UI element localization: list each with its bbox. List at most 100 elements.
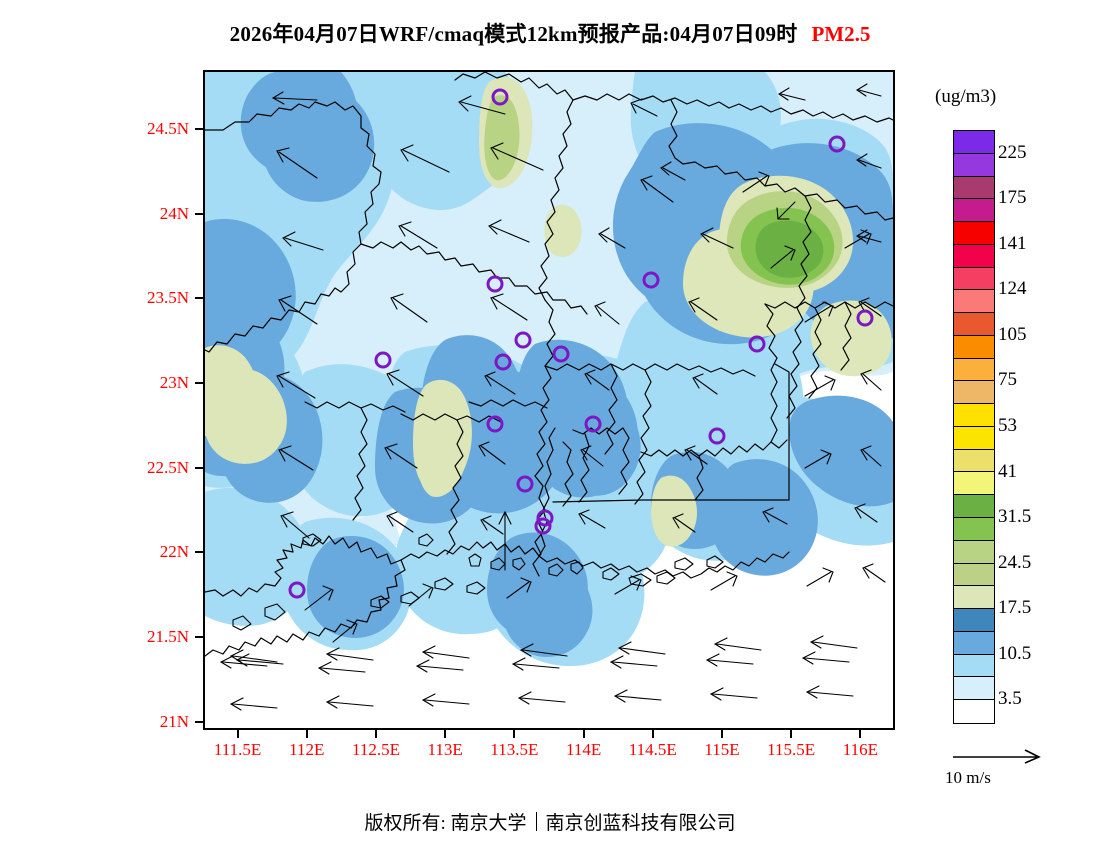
x-axis-tick-label: 112.5E: [351, 740, 401, 759]
station-marker: [288, 581, 306, 599]
station-marker: [374, 351, 392, 369]
y-axis-tick-mark: [195, 382, 203, 385]
footer-right-text: 南京创蓝科技有限公司: [545, 813, 736, 834]
station-marker: [708, 427, 726, 445]
colorbar-cell: [954, 153, 994, 177]
colorbar-cell: [954, 449, 994, 473]
contour-band-31.5: [484, 95, 843, 288]
colorbar-cell: [954, 335, 994, 359]
x-axis-tick-label: 116E: [842, 740, 879, 759]
x-axis-tick-mark: [721, 730, 723, 738]
y-axis-tick-label: 24.5N: [146, 119, 189, 139]
y-axis-tick-label: 24N: [159, 203, 189, 223]
x-axis-tick-mark: [651, 730, 654, 738]
colorbar-tick-label: 124: [998, 278, 1027, 300]
station-marker: [534, 517, 552, 535]
station-marker: [516, 475, 534, 493]
colorbar-tick-label: 75: [998, 369, 1017, 391]
x-axis-tick-mark: [859, 730, 862, 738]
y-axis-tick-mark: [195, 212, 203, 215]
x-axis-tick-label: 112E: [289, 740, 325, 759]
y-axis-tick-label: 22.5N: [146, 457, 189, 477]
y-axis-tick-mark: [195, 635, 203, 638]
colorbar-cell: [954, 677, 994, 701]
x-axis-tick-label: 114E: [565, 740, 602, 759]
station-marker: [514, 331, 532, 349]
colorbar-tick-label: 31.5: [998, 506, 1032, 528]
colorbar-tick-label: 41: [998, 460, 1017, 482]
y-axis-tick-mark: [195, 297, 203, 300]
colorbar-cell: [954, 654, 994, 678]
colorbar-cell: [954, 381, 994, 405]
pm25-concentration-map: [205, 72, 893, 728]
colorbar-cell: [954, 199, 994, 223]
colorbar-cell: [954, 609, 994, 632]
x-axis-tick-label: 113.5E: [490, 740, 539, 759]
station-marker: [828, 135, 846, 153]
y-axis-tick-mark: [195, 720, 203, 723]
station-marker: [584, 415, 602, 433]
colorbar-cell: [954, 563, 994, 587]
station-marker: [856, 309, 874, 327]
y-axis-tick-mark: [195, 551, 203, 554]
x-axis-tick-mark: [582, 730, 585, 738]
copyright-footer: 版权所有: 南京大学 南京创蓝科技有限公司: [0, 808, 1100, 835]
colorbar-cell: [954, 540, 994, 564]
y-axis-tick-label: 21.5N: [146, 626, 189, 646]
station-marker: [748, 335, 766, 353]
station-marker: [642, 271, 660, 289]
colorbar-cell: [954, 472, 994, 496]
station-marker: [552, 345, 570, 363]
colorbar-cell: [954, 495, 994, 519]
x-axis-tick-label: 115.5E: [767, 740, 816, 759]
x-axis-tick-mark: [790, 730, 793, 738]
colorbar-cell: [954, 426, 994, 450]
x-axis-tick-mark: [513, 730, 516, 738]
colorbar-tick-label: 225: [998, 141, 1027, 163]
colorbar-cell: [954, 404, 994, 427]
x-axis-tick-label: 111.5E: [213, 740, 262, 759]
colorbar-tick-label: 141: [998, 232, 1027, 254]
map-plot-frame: [203, 70, 895, 730]
colorbar-tick-label: 10.5: [998, 642, 1032, 664]
colorbar-tick-label: 53: [998, 415, 1017, 436]
colorbar-cell: [954, 267, 994, 291]
province-boundaries: [205, 72, 893, 577]
x-axis-tick-label: 114.5E: [628, 740, 677, 759]
colorbar-cell: [954, 586, 994, 610]
colorbar-tick-label: 105: [998, 323, 1027, 345]
station-markers: [288, 88, 874, 599]
wind-scale-label: 10 m/s: [945, 768, 991, 787]
colorbar-cell: [954, 358, 994, 382]
x-axis-tick-mark: [375, 730, 377, 738]
y-axis-tick-mark: [195, 128, 203, 131]
y-axis-tick-label: 23N: [159, 373, 189, 393]
colorbar-cell: [954, 244, 994, 268]
page-title: 2026年04月07日WRF/cmaq模式12km预报产品:04月07日09时 P…: [0, 18, 1100, 48]
x-axis-tick-mark: [444, 730, 447, 738]
station-marker: [486, 415, 504, 433]
station-marker: [494, 353, 512, 371]
y-axis-tick-mark: [195, 466, 203, 469]
x-axis-tick-label: 115E: [704, 740, 740, 759]
colorbar-cell: [954, 222, 994, 245]
colorbar-tick-label: 17.5: [998, 597, 1032, 619]
x-axis-tick-label: 113E: [427, 740, 463, 759]
y-axis-tick-label: 21N: [159, 711, 189, 731]
wind-scale-legend: 10 m/s: [945, 745, 1085, 788]
colorbar-cell: [954, 313, 994, 336]
colorbar: [953, 130, 995, 724]
colorbar-cell: [954, 290, 994, 314]
wind-arrow-icon: [953, 749, 1041, 764]
title-main-text: 2026年04月07日WRF/cmaq模式12km预报产品:04月07日09时: [229, 22, 798, 46]
y-axis-tick-label: 23.5N: [146, 288, 189, 308]
footer-left-text: 版权所有: 南京大学: [364, 813, 527, 834]
colorbar-units-label: (ug/m3): [935, 86, 997, 107]
title-species-text: PM2.5: [811, 22, 871, 46]
colorbar-tick-label: 3.5: [998, 688, 1022, 710]
station-marker: [491, 88, 509, 106]
colorbar-tick-labels: 225 175 141 124 105 75 53 41 31.5 24.5 17.5 10.5 3.5: [998, 130, 1098, 722]
colorbar-cell: [954, 518, 994, 541]
colorbar-tick-label: 175: [998, 187, 1027, 209]
x-axis-tick-mark: [236, 730, 239, 738]
